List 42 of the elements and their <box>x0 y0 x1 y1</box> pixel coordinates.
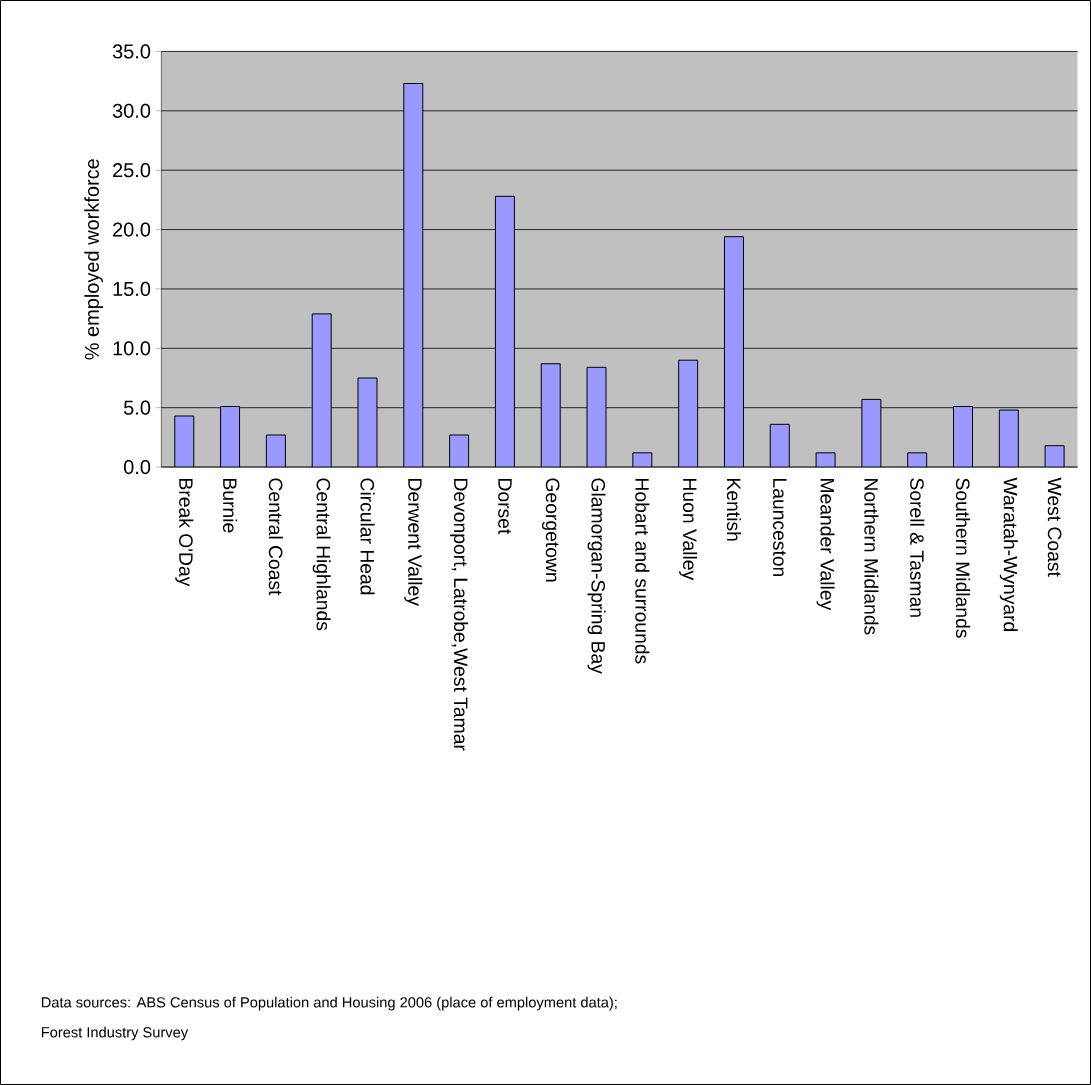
x-tick-label: Huon Valley <box>679 479 698 581</box>
x-tick-label: Launceston <box>773 479 787 577</box>
x-tick-label: Waratah-Wynyard <box>999 477 1018 631</box>
y-tick-label: 5.0 <box>123 400 151 415</box>
x-tick-label: Break O'Day <box>175 479 194 587</box>
bar <box>220 406 241 468</box>
text: Data sources: ABS Census of Population and Housing 2006 (place of employment data); <box>41 996 617 1011</box>
y-tick-label: 35.0 <box>112 44 151 59</box>
x-tick-label: Dorset <box>498 479 512 535</box>
bar <box>311 313 332 468</box>
x-tick-label: Kentish <box>726 479 742 541</box>
x-tick-label: Burnie <box>222 479 238 533</box>
x-tick-label: Northern Midlands <box>864 479 879 635</box>
y-tick-label: 0.0 <box>123 459 151 475</box>
bar <box>403 83 424 468</box>
bar <box>953 406 973 468</box>
bar <box>998 409 1019 468</box>
x-tick-label: Glamorgan-Spring Bay <box>587 478 606 674</box>
y-tick-label: 10.0 <box>113 341 151 356</box>
x-tick-label: Hobart and surrounds <box>635 479 650 664</box>
y-tick-label: 25.0 <box>113 163 151 178</box>
y-axis-title: % employed workforce <box>84 159 103 360</box>
x-tick-label: Central Highlands <box>312 478 331 631</box>
x-tick-label: Derwent Valley <box>404 479 423 606</box>
bar <box>769 423 790 468</box>
x-tick-label: Southern Midlands <box>955 478 971 638</box>
bar <box>174 415 195 468</box>
x-tick-label: Georgetown <box>541 478 560 582</box>
bar <box>723 236 744 468</box>
text: Forest Industry Survey <box>41 1026 189 1041</box>
y-tick-label: 20.0 <box>113 222 151 237</box>
bar <box>678 359 699 468</box>
y-tick-label: 30.0 <box>112 103 151 118</box>
x-tick-label: Central Coast <box>268 478 283 596</box>
bar <box>494 195 515 468</box>
x-tick-label: Sorell & Tasman <box>910 478 925 617</box>
x-tick-label: Circular Head <box>360 478 375 595</box>
bar <box>540 363 561 468</box>
x-tick-label: Meander Valley <box>816 479 835 611</box>
y-tick-label: 15.0 <box>113 281 151 297</box>
x-tick-label: West Coast <box>1047 477 1062 577</box>
x-tick-label: Devonport, Latrobe,West Tamar <box>450 479 469 751</box>
